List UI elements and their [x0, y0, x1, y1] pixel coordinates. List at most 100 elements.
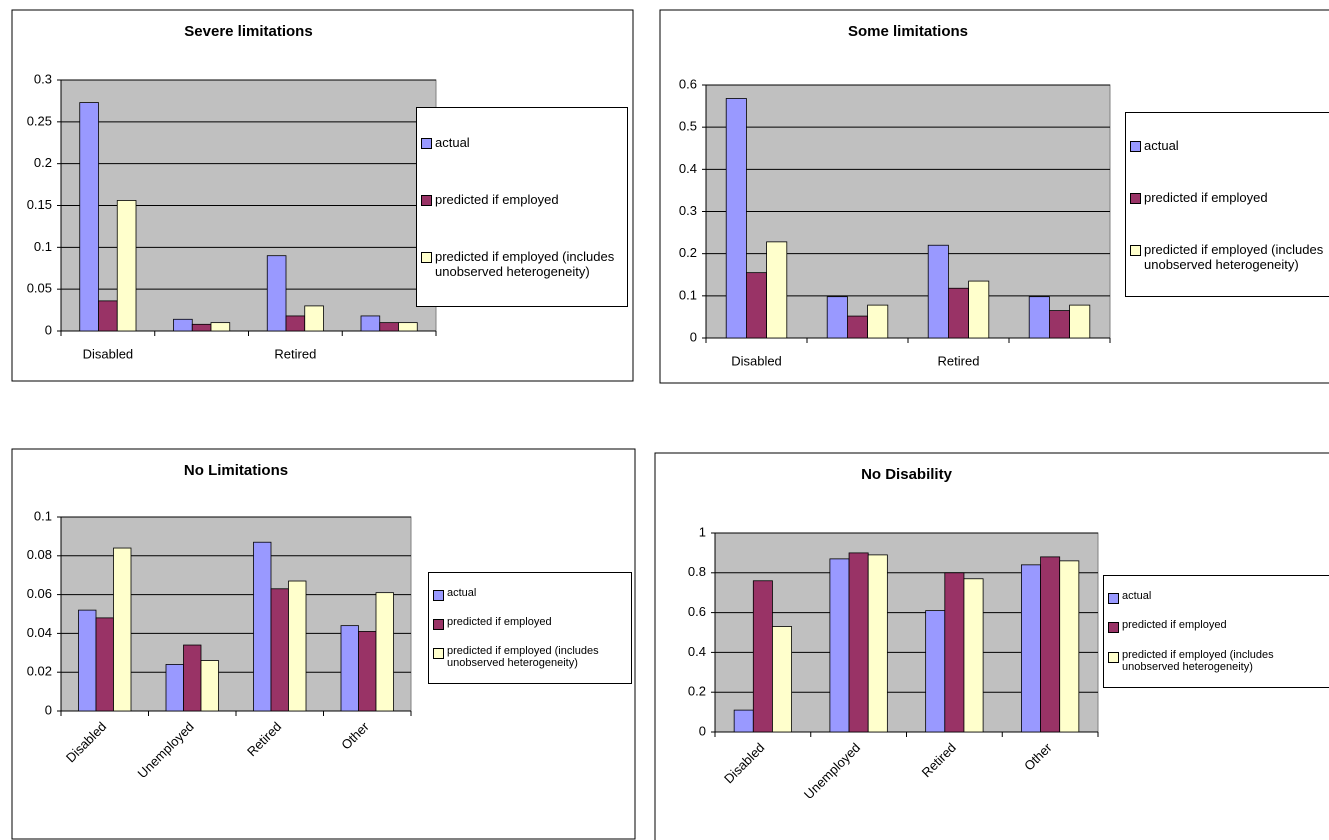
legend: actual predicted if employed predicted if … [1103, 575, 1329, 688]
legend-label: predicted if employed (includes unobserv… [1144, 241, 1324, 272]
bar [95, 617, 114, 712]
y-tick-label: 0.04 [27, 625, 52, 640]
legend-swatch [1108, 652, 1119, 664]
bar [733, 709, 754, 733]
x-tick-label: Retired [938, 353, 980, 368]
legend-swatch [1130, 140, 1141, 152]
bar [925, 610, 946, 733]
bar [948, 287, 970, 339]
bar [288, 580, 307, 712]
bar [304, 305, 324, 332]
legend-item: actual [421, 135, 623, 150]
legend-label: predicted if employed (includes unobserv… [1122, 649, 1274, 674]
legend-label: actual [435, 135, 470, 150]
bar [867, 554, 888, 733]
y-tick-label: 0.6 [679, 76, 697, 91]
legend-label: predicted if employed [1122, 619, 1227, 632]
bar [963, 578, 984, 733]
legend-item: predicted if employed [421, 192, 623, 207]
bar [848, 552, 869, 733]
legend-item: predicted if employed [1130, 190, 1329, 205]
bar [358, 631, 377, 712]
legend-swatch [433, 618, 444, 630]
legend-label: actual [1144, 137, 1179, 153]
legend-swatch [421, 138, 432, 149]
legend-item: predicted if employed [1108, 619, 1328, 634]
y-tick-label: 0 [690, 329, 697, 344]
bar [98, 300, 118, 332]
bar [398, 322, 418, 332]
legend-label: predicted if employed (includes unobserv… [447, 645, 599, 670]
y-tick-label: 0.08 [27, 547, 52, 562]
y-tick-label: 0.3 [34, 71, 52, 86]
bar [113, 547, 132, 712]
bar [766, 241, 788, 339]
legend-label: predicted if employed [447, 615, 552, 628]
bar [253, 541, 272, 712]
legend-item: predicted if employed (includes unobserv… [421, 249, 623, 279]
y-tick-label: 0.4 [688, 644, 706, 659]
y-tick-label: 0 [699, 723, 706, 738]
y-tick-label: 0.1 [34, 508, 52, 523]
bar [173, 318, 193, 332]
bar [183, 644, 202, 712]
x-tick-label: Disabled [731, 353, 782, 368]
legend-item: actual [1130, 138, 1329, 153]
y-tick-label: 1 [699, 524, 706, 539]
bar [340, 625, 359, 712]
bar [266, 255, 287, 332]
legend-item: predicted if employed (includes unobserv… [1130, 242, 1329, 272]
legend: actual predicted if employed predicted if … [1125, 112, 1329, 297]
legend-swatch [1108, 592, 1119, 604]
chart-title: Severe limitations [184, 23, 312, 40]
legend: actual predicted if employed predicted if … [428, 572, 632, 684]
bar [772, 626, 793, 733]
y-tick-label: 0.05 [27, 281, 52, 296]
bar [1040, 556, 1061, 733]
chart-title: No Disability [861, 466, 953, 483]
y-tick-label: 0.5 [679, 119, 697, 134]
legend-swatch [1108, 622, 1119, 634]
legend-label: actual [1122, 589, 1152, 602]
bar [746, 272, 768, 339]
bar [116, 200, 137, 332]
y-tick-label: 0.3 [679, 203, 697, 218]
legend-label: predicted if employed (includes unobserv… [435, 249, 615, 279]
bar [1021, 564, 1041, 733]
legend-item: actual [433, 587, 627, 601]
legend-item: predicted if employed [433, 616, 627, 630]
y-tick-label: 0.06 [27, 586, 52, 601]
bar [285, 315, 306, 332]
bar [375, 592, 394, 712]
bar [270, 588, 289, 712]
bar [725, 98, 747, 339]
y-tick-label: 0.4 [679, 161, 697, 176]
bar [1069, 304, 1091, 339]
legend-swatch [421, 252, 432, 263]
bar [944, 572, 965, 733]
bar [1028, 296, 1050, 339]
bar [78, 609, 97, 712]
x-tick-label: Retired [274, 346, 316, 361]
chart-title: Some limitations [848, 23, 968, 40]
bar [927, 244, 949, 339]
legend-item: predicted if employed (includes unobserv… [1108, 649, 1328, 673]
x-tick-label: Disabled [83, 346, 134, 361]
legend-label: actual [447, 586, 477, 599]
legend-swatch [433, 589, 444, 601]
legend: actual predicted if employed predicted if … [416, 107, 628, 307]
legend-item: predicted if employed (includes unobserv… [433, 645, 627, 669]
legend-label: predicted if employed [1144, 189, 1268, 205]
bar [1049, 310, 1071, 339]
y-tick-label: 0.8 [688, 564, 706, 579]
y-tick-label: 0 [45, 322, 52, 337]
y-tick-label: 0.15 [27, 197, 52, 212]
legend-swatch [1130, 244, 1141, 256]
y-tick-label: 0.6 [688, 604, 706, 619]
bar [191, 323, 212, 332]
bar [968, 280, 990, 339]
bar [79, 102, 99, 332]
legend-swatch [421, 195, 432, 206]
bar [867, 304, 889, 339]
